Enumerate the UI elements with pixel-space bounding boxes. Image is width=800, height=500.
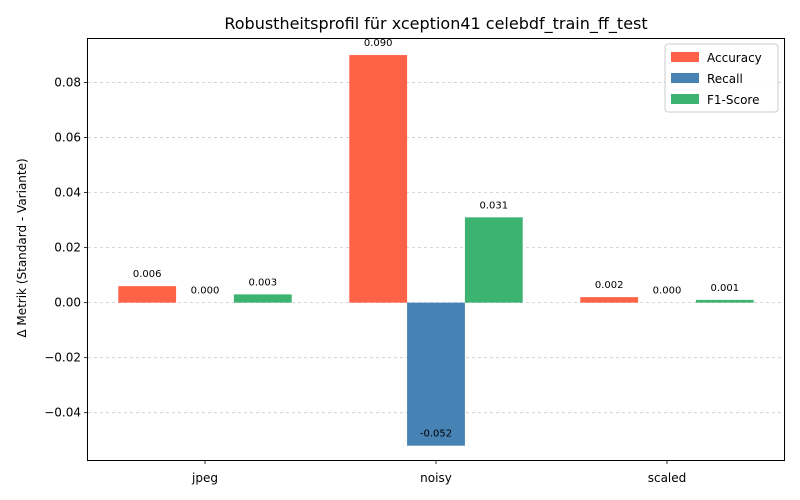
legend-label-recall: Recall bbox=[707, 72, 743, 86]
y-tick-label: 0.00 bbox=[54, 296, 81, 310]
y-tick-label: 0.04 bbox=[54, 186, 81, 200]
data-label: 0.031 bbox=[479, 200, 508, 211]
data-label: -0.052 bbox=[420, 429, 452, 440]
y-tick-label: −0.02 bbox=[44, 351, 81, 365]
y-axis-label: Δ Metrik (Standard - Variante) bbox=[15, 158, 29, 337]
data-labels: 0.006 0.000 0.003 0.090 -0.052 0.031 0.002 0.00… bbox=[133, 38, 739, 440]
bar-f1-score-noisy bbox=[464, 217, 523, 303]
data-label: 0.000 bbox=[653, 286, 682, 297]
x-tick-label: jpeg bbox=[191, 471, 218, 485]
y-tick-label: 0.08 bbox=[54, 76, 81, 90]
bar-f1-score-scaled bbox=[695, 299, 754, 303]
legend-label-accuracy: Accuracy bbox=[707, 51, 762, 65]
bar-accuracy-jpeg bbox=[118, 286, 177, 303]
y-axis-ticks: −0.04 −0.02 0.00 0.02 0.04 0.06 0.08 bbox=[44, 76, 88, 420]
y-tick-label: 0.02 bbox=[54, 241, 81, 255]
bar-recall-noisy bbox=[407, 302, 465, 446]
bar-f1-score-jpeg bbox=[233, 294, 292, 303]
bar-accuracy-noisy bbox=[349, 55, 408, 303]
bar-accuracy-scaled bbox=[580, 297, 639, 303]
legend-swatch-f1-score bbox=[671, 94, 699, 104]
legend-label-f1-score: F1-Score bbox=[707, 93, 759, 107]
data-label: 0.000 bbox=[191, 286, 220, 297]
y-tick-label: −0.04 bbox=[44, 406, 81, 420]
data-label: 0.003 bbox=[248, 277, 277, 288]
chart-title: Robustheitsprofil für xception41 celebdf… bbox=[224, 14, 647, 34]
legend: Accuracy Recall F1-Score bbox=[664, 43, 779, 113]
data-label: 0.002 bbox=[595, 280, 624, 291]
y-tick-label: 0.06 bbox=[54, 131, 81, 145]
x-tick-label: noisy bbox=[420, 471, 452, 485]
data-label: 0.090 bbox=[364, 38, 393, 49]
x-axis-ticks: jpeg noisy scaled bbox=[191, 460, 686, 485]
data-label: 0.001 bbox=[710, 283, 739, 294]
data-label: 0.006 bbox=[133, 269, 162, 280]
legend-swatch-accuracy bbox=[671, 52, 699, 62]
bars bbox=[118, 55, 754, 446]
legend-swatch-recall bbox=[671, 73, 699, 83]
x-tick-label: scaled bbox=[648, 471, 687, 485]
